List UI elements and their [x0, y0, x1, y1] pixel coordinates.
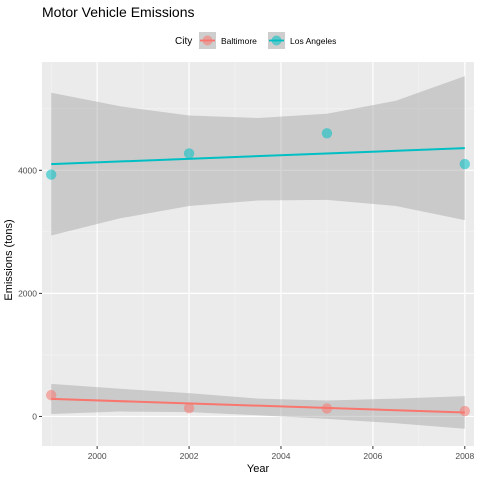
legend-label-1: Los Angeles: [290, 36, 336, 46]
legend-label-0: Baltimore: [221, 36, 257, 46]
data-point: [183, 148, 195, 159]
y-tick-label: 4000: [18, 165, 37, 175]
data-point: [183, 402, 195, 414]
legend: City Baltimore Los Angeles: [175, 32, 336, 49]
legend-key-point-1: [271, 35, 282, 46]
data-point: [45, 169, 57, 180]
x-axis-title: Year: [247, 463, 270, 475]
chart-title: Motor Vehicle Emissions: [42, 4, 195, 20]
data-point: [321, 403, 333, 414]
data-point: [321, 128, 333, 139]
data-point: [45, 389, 57, 401]
y-tick-label: 0: [32, 411, 37, 421]
fit-line-0: [51, 397, 465, 414]
y-axis-title: Emissions (tons): [3, 219, 15, 300]
x-tick-label: 2004: [272, 451, 291, 461]
fit-line-1: [51, 147, 465, 166]
data-point: [459, 405, 471, 417]
x-tick-label: 2002: [180, 451, 199, 461]
x-tick-label: 2006: [363, 451, 382, 461]
plot-panel: [42, 62, 474, 446]
data-point: [459, 158, 471, 170]
legend-title: City: [175, 36, 192, 47]
y-tick-label: 2000: [18, 288, 37, 298]
x-tick-label: 2000: [88, 451, 107, 461]
x-tick-label: 2008: [455, 451, 474, 461]
legend-key-point-0: [202, 35, 213, 46]
